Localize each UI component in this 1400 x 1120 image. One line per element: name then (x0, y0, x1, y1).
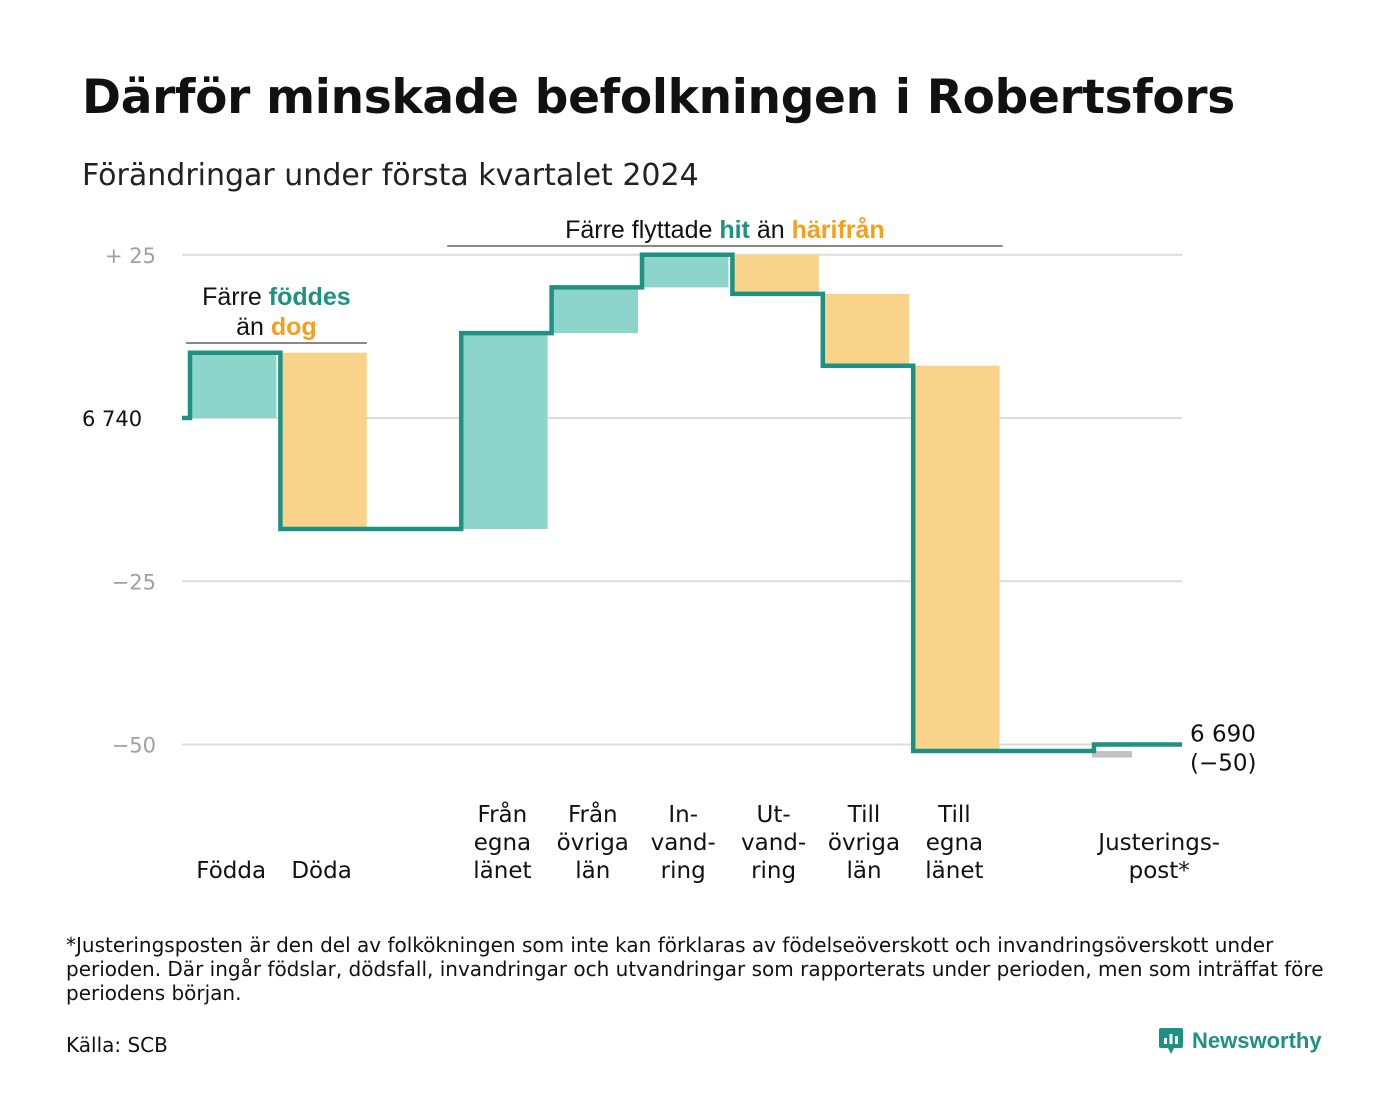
category-label: Födda (196, 858, 266, 884)
category-labels: Födda DödaFrånegnalänetFrånövrigalänIn-va… (196, 800, 1220, 884)
waterfall-bar (280, 352, 367, 530)
waterfall-chart: + 256 740−25−50 Födda DödaFrånegnalänetFr… (82, 216, 1256, 884)
waterfall-bar (551, 287, 638, 334)
footnote: *Justeringsposten är den del av folkökni… (66, 933, 1324, 1005)
end-value-label: 6 690 (1190, 722, 1256, 748)
bars (190, 254, 1132, 758)
category-label: län (846, 858, 881, 884)
category-label: övriga (828, 830, 900, 856)
category-label: vand- (651, 830, 716, 856)
waterfall-bar (190, 352, 277, 418)
category-label: övriga (557, 830, 629, 856)
category-label: länet (925, 858, 983, 884)
chart-title: Därför minskade befolkningen i Robertsfo… (82, 70, 1235, 125)
category-label: länet (473, 858, 531, 884)
waterfall-bar (913, 365, 1000, 752)
category-label: ring (661, 858, 706, 884)
waterfall-bar (461, 333, 548, 530)
step-line (182, 252, 1182, 754)
y-axis-ticks: + 25 6 740 −25 −50 (82, 244, 156, 758)
y-tick-label: 6 740 (82, 407, 142, 431)
births-deaths-annotation-line1: Färre föddes (202, 283, 351, 311)
waterfall-bar (732, 254, 819, 294)
migration-annotation: Färre flyttade hit än härifrån (565, 216, 885, 244)
waterfall-bar (642, 254, 729, 288)
category-label: län (575, 858, 610, 884)
end-change-label: (−50) (1190, 751, 1256, 777)
y-tick-label: + 25 (105, 244, 156, 268)
waterfall-bar (1092, 751, 1132, 758)
newsworthy-logo-icon (1159, 1028, 1183, 1054)
category-label: Från (478, 800, 528, 828)
chart-subtitle: Förändringar under första kvartalet 2024 (82, 158, 699, 193)
category-label: Från (568, 800, 618, 828)
category-label: In- (668, 802, 698, 828)
brand-name: Newsworthy (1192, 1028, 1322, 1053)
category-label: ring (751, 858, 796, 884)
births-deaths-annotation-line2: än dog (236, 313, 317, 341)
category-label: egna (474, 830, 531, 856)
category-label: Till (847, 802, 881, 828)
category-label: Ut- (757, 802, 791, 828)
source-credit: Källa: SCB (66, 1033, 168, 1057)
newsworthy-brand[interactable]: Newsworthy (1158, 1026, 1322, 1056)
category-label: post* (1129, 858, 1190, 884)
waterfall-bar (822, 293, 910, 366)
running-total-line (182, 252, 1182, 754)
y-tick-label: −50 (112, 734, 156, 758)
y-tick-label: −25 (112, 570, 156, 594)
category-label: Döda (291, 858, 351, 884)
category-label: vand- (741, 830, 806, 856)
category-label: egna (926, 830, 983, 856)
category-label: Till (937, 802, 971, 828)
category-label: Justerings- (1096, 830, 1220, 856)
